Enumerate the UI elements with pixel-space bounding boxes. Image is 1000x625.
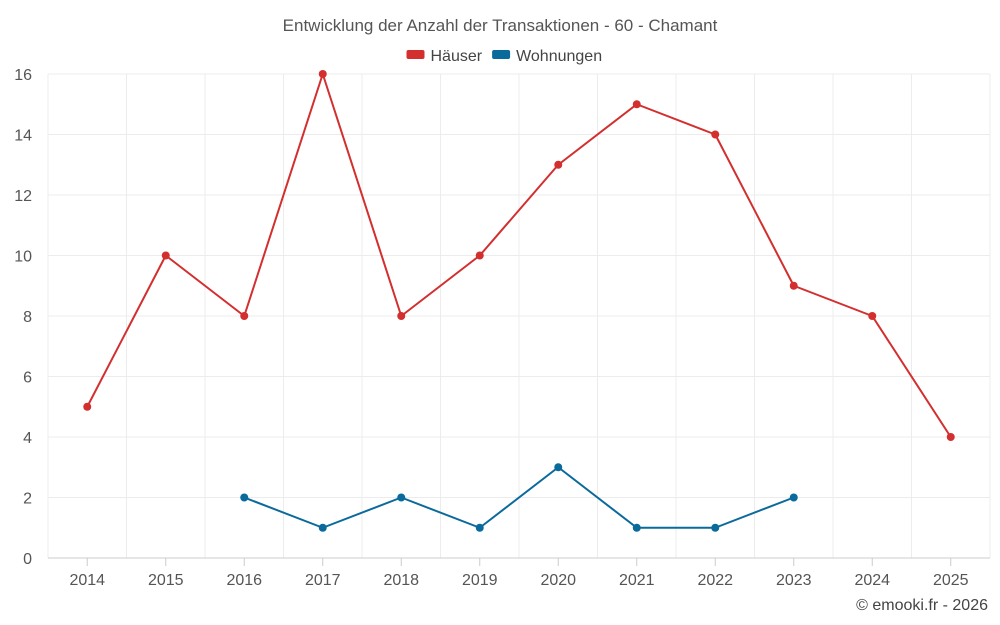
data-point — [711, 523, 720, 532]
legend-label: Wohnungen — [516, 48, 602, 65]
data-point — [240, 493, 249, 502]
x-tick-label: 2016 — [226, 572, 262, 589]
legend: Häuser Wohnungen — [406, 48, 602, 65]
grid — [47, 73, 991, 559]
y-tick-label: 6 — [23, 370, 32, 387]
x-tick-label: 2017 — [305, 572, 341, 589]
y-tick-label: 4 — [23, 430, 32, 447]
axes: 0 2 4 6 8 10 12 14 16 2014 2015 2016 2017 2018 2019 202… — [14, 67, 990, 589]
series-line — [86, 73, 952, 438]
x-tick-label: 2019 — [462, 572, 498, 589]
data-point — [161, 251, 170, 260]
y-tick-label: 2 — [23, 491, 32, 508]
x-tick-label: 2021 — [619, 572, 655, 589]
y-tick-label: 12 — [14, 188, 32, 205]
y-tick-label: 0 — [23, 551, 32, 568]
legend-swatch — [406, 50, 425, 59]
x-tick-label: 2024 — [854, 572, 890, 589]
data-point — [83, 402, 92, 411]
copyright-credit: © emooki.fr - 2026 — [856, 597, 988, 614]
legend-label: Häuser — [431, 48, 483, 65]
data-point — [318, 523, 327, 532]
data-point — [397, 312, 406, 320]
data-point — [946, 433, 955, 441]
series-line — [243, 466, 795, 529]
data-point — [554, 160, 563, 169]
legend-swatch — [492, 50, 511, 59]
data-point — [632, 100, 641, 109]
y-tick-label: 16 — [14, 67, 32, 84]
y-tick-label: 10 — [14, 249, 32, 266]
legend-item: Häuser — [406, 48, 483, 65]
legend-item: Wohnungen — [492, 48, 602, 65]
y-tick-label: 8 — [23, 309, 32, 326]
y-tick-label: 14 — [14, 128, 32, 145]
data-point — [789, 281, 798, 290]
x-tick-label: 2023 — [776, 572, 812, 589]
x-tick-label: 2020 — [540, 572, 576, 589]
x-tick-label: 2018 — [383, 572, 419, 589]
series-layer — [83, 70, 955, 532]
data-point — [240, 312, 249, 320]
data-point — [475, 523, 484, 532]
chart-title: Entwicklung der Anzahl der Transaktionen… — [283, 16, 718, 35]
data-point — [632, 523, 641, 532]
data-point — [318, 70, 327, 78]
x-tick-label: 2022 — [697, 572, 733, 589]
data-point — [789, 493, 798, 502]
series-wohnungen — [240, 463, 798, 532]
data-point — [711, 130, 720, 139]
data-point — [868, 312, 877, 320]
series-haeuser — [83, 70, 955, 441]
x-tick-label: 2025 — [933, 572, 969, 589]
data-point — [397, 493, 406, 502]
x-tick-label: 2014 — [69, 572, 105, 589]
data-point — [475, 251, 484, 260]
x-tick-label: 2015 — [148, 572, 184, 589]
data-point — [554, 463, 563, 472]
